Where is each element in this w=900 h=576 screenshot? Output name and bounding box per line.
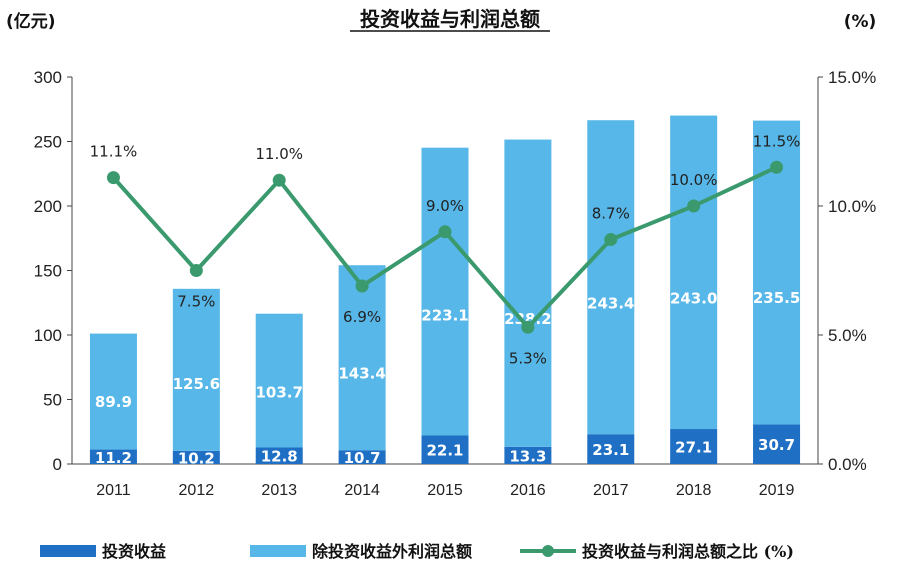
- bar-investment-income: [587, 434, 635, 464]
- y-tick-label: 150: [34, 262, 62, 281]
- ratio-point: [687, 199, 701, 213]
- x-tick-label: 2012: [179, 482, 215, 499]
- ratio-point: [521, 320, 535, 334]
- ratio-point: [106, 171, 120, 185]
- bar-other-profit: [421, 147, 469, 436]
- chart-title: 投资收益与利润总额: [360, 7, 540, 31]
- ratio-point: [355, 279, 369, 293]
- ratio-data-label: 5.3%: [509, 349, 547, 367]
- bar-other-profit: [338, 265, 386, 451]
- legend-swatch: [40, 545, 96, 557]
- ratio-point: [604, 233, 618, 247]
- y-tick-label: 50: [43, 391, 62, 410]
- bar-investment-income: [421, 435, 469, 464]
- ratio-data-label: 10.0%: [670, 171, 718, 189]
- x-tick-label: 2014: [344, 482, 380, 499]
- ratio-data-label: 11.0%: [255, 145, 303, 163]
- legend-label: 除投资收益外利润总额: [312, 542, 472, 561]
- legend-label: 投资收益: [102, 542, 166, 561]
- bar-label-other-profit: 143.4: [338, 365, 385, 383]
- bar-other-profit: [587, 120, 635, 435]
- bar-investment-income: [338, 450, 386, 464]
- bar-other-profit: [504, 139, 552, 447]
- bar-label-other-profit: 243.0: [670, 289, 717, 307]
- y-tick-label: 0: [53, 455, 62, 474]
- bar-label-investment-income: 23.1: [592, 441, 629, 459]
- bar-label-investment-income: 30.7: [758, 436, 795, 454]
- y2-tick-label: 15.0%: [828, 68, 876, 87]
- y2-tick-label: 5.0%: [828, 326, 867, 345]
- bar-other-profit: [670, 115, 718, 430]
- bar-investment-income: [670, 429, 718, 464]
- y2-axis-unit-label: (%): [844, 12, 877, 32]
- bar-label-other-profit: 89.9: [95, 393, 132, 411]
- ratio-point: [770, 160, 784, 174]
- ratio-data-label: 8.7%: [592, 205, 630, 223]
- bar-label-investment-income: 27.1: [675, 439, 712, 457]
- x-tick-label: 2019: [759, 482, 795, 499]
- y-tick-label: 200: [34, 197, 62, 216]
- bar-investment-income: [89, 449, 137, 464]
- ratio-data-label: 6.9%: [343, 308, 381, 326]
- ratio-data-label: 11.5%: [753, 132, 801, 150]
- bar-investment-income: [753, 424, 801, 464]
- x-tick-label: 2018: [676, 482, 712, 499]
- x-tick-label: 2017: [593, 482, 629, 499]
- ratio-data-label: 9.0%: [426, 197, 464, 215]
- bar-other-profit: [255, 313, 303, 448]
- legend-label: 投资收益与利润总额之比 (%): [582, 542, 794, 561]
- bar-investment-income: [504, 446, 552, 464]
- bar-other-profit: [89, 333, 137, 450]
- bar-label-other-profit: 235.5: [753, 289, 800, 307]
- ratio-point: [438, 225, 452, 239]
- bar-label-investment-income: 10.2: [178, 449, 215, 467]
- bar-label-other-profit: 243.4: [587, 294, 634, 312]
- bar-label-other-profit: 103.7: [255, 383, 302, 401]
- x-tick-label: 2016: [510, 482, 546, 499]
- bar-label-other-profit: 223.1: [421, 307, 468, 325]
- y-tick-label: 250: [34, 133, 62, 152]
- bar-label-investment-income: 10.7: [344, 449, 381, 467]
- y2-tick-label: 10.0%: [828, 197, 876, 216]
- ratio-point: [189, 264, 203, 277]
- y2-tick-label: 0.0%: [828, 455, 867, 474]
- y-axis-unit-label: (亿元): [6, 11, 56, 32]
- x-tick-label: 2011: [96, 482, 131, 499]
- bar-label-investment-income: 12.8: [261, 448, 298, 466]
- bar-other-profit: [172, 288, 220, 451]
- bar-label-investment-income: 11.2: [95, 449, 132, 467]
- y-tick-label: 300: [34, 68, 62, 87]
- x-tick-label: 2013: [261, 482, 297, 499]
- bar-investment-income: [172, 450, 220, 464]
- bar-label-investment-income: 22.1: [426, 442, 463, 460]
- ratio-data-label: 11.1%: [90, 143, 138, 161]
- legend-swatch-marker: [542, 545, 554, 557]
- bar-label-other-profit: 125.6: [173, 375, 220, 393]
- ratio-point: [272, 173, 286, 187]
- bar-label-investment-income: 13.3: [509, 447, 546, 465]
- x-tick-label: 2015: [427, 482, 463, 499]
- ratio-data-label: 7.5%: [177, 293, 215, 311]
- y-tick-label: 100: [34, 326, 62, 345]
- bar-investment-income: [255, 447, 303, 464]
- legend-swatch: [250, 545, 306, 557]
